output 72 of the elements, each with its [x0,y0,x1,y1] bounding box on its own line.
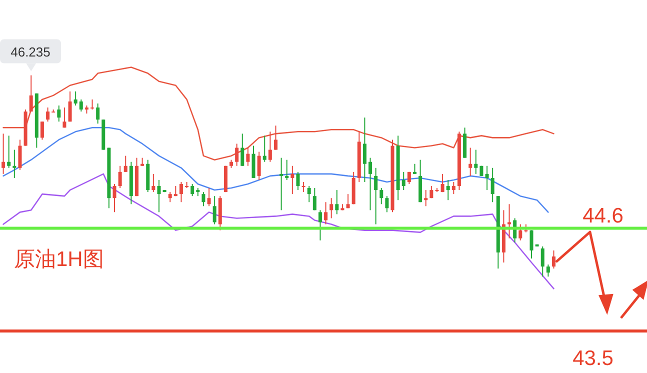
candlestick [202,192,206,207]
candlestick [324,202,328,225]
candlestick [29,74,33,112]
candlestick [302,181,306,193]
text: 44.6 [582,204,624,228]
candlestick [346,194,350,209]
candlestick [46,107,50,122]
candlestick [2,133,6,174]
candlestick [235,143,239,166]
candlestick [74,90,78,106]
candlestick [157,179,161,213]
candlestick [312,188,316,211]
candlestick [374,167,378,225]
candlestick [407,171,411,184]
candlestick [485,165,489,191]
candlestick [552,250,556,270]
candlestick [68,90,72,122]
candlestick [207,188,211,207]
candlestick [424,190,428,207]
candlestick [412,163,416,174]
annotation: 原油1H图 [14,248,104,271]
candlestick [530,230,534,259]
candlestick [385,196,389,213]
candlestick [168,192,172,203]
candlestick [152,173,156,193]
candlestick [90,98,94,110]
candlestick [330,198,334,219]
candlestick [546,264,550,278]
candlestick [446,179,450,201]
candlestick [452,181,456,195]
candlestick [40,121,44,140]
text: 43.5 [572,346,614,370]
candlestick [274,125,278,150]
candlestick [280,157,284,211]
candlestick [307,186,311,203]
candlestick [79,98,83,112]
candlestick [474,149,478,174]
candlestick [490,167,494,203]
candlestick [368,157,372,211]
candlestick [12,149,16,178]
candlestick [268,131,272,162]
candlestick [57,104,61,122]
candlestick [240,133,244,166]
candlestick [212,196,216,225]
candlestick [96,102,100,124]
candlestick [335,190,339,215]
candlestick [430,186,434,199]
candlestick [508,204,512,239]
candlestick [296,171,300,191]
candlestick [118,165,122,189]
candlestick [290,165,294,195]
candlestick [285,159,289,180]
candlestick [62,107,66,128]
candlestick [112,184,116,213]
candlestick [402,171,406,191]
candlestick [124,155,128,172]
candlestick [362,117,366,182]
text: 46.235 [10,44,50,60]
candlestick [246,147,250,166]
candlestick [540,246,544,278]
candlestick [257,151,261,180]
candlestick [18,139,22,170]
candlestick [318,210,322,241]
candlestick [468,147,472,176]
candlestick [7,135,11,168]
candlestick [52,109,56,113]
candlestick [380,188,384,205]
candlestick [179,181,183,203]
candlestick [190,184,194,197]
candlestick [518,224,522,241]
candlestick [440,173,444,193]
candlestick [262,135,266,162]
